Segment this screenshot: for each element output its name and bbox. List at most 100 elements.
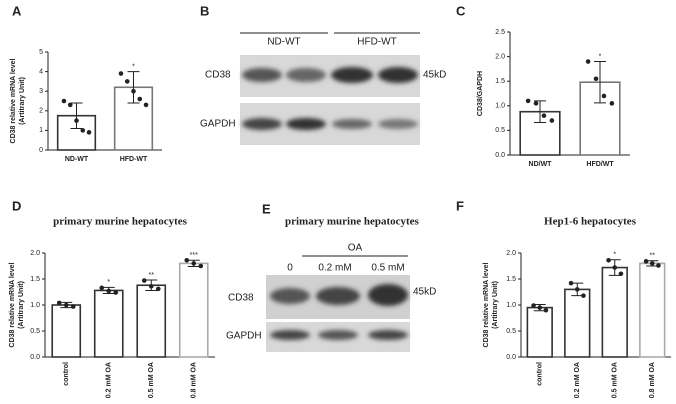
blot-title: primary murine hepatocytes	[285, 216, 420, 228]
data-point	[533, 101, 539, 106]
data-point	[198, 263, 204, 269]
data-point	[67, 102, 73, 108]
data-point	[148, 283, 154, 289]
blot-b: ND-WT HFD-WT CD38 GAPDH 45kD	[200, 32, 446, 145]
data-point	[656, 263, 661, 268]
band	[286, 68, 326, 82]
band	[378, 119, 418, 129]
data-point	[118, 71, 124, 76]
x-tick-label: 0.2 mM OA	[574, 362, 581, 398]
panel-label: E	[262, 201, 271, 216]
error-bar	[534, 100, 546, 124]
bar	[639, 262, 666, 358]
data-point	[531, 303, 536, 308]
row-label: GAPDH	[226, 331, 262, 342]
y-tick-label: 1.5	[495, 78, 505, 85]
data-point	[541, 113, 547, 118]
data-point	[606, 257, 611, 263]
error-bar	[127, 71, 140, 104]
data-point	[568, 280, 574, 286]
annotation: *	[599, 53, 602, 60]
panel-label: B	[200, 3, 209, 18]
band	[242, 118, 282, 130]
x-tick-label: HFD/WT	[586, 161, 614, 168]
y-tick-label: 0.0	[495, 152, 505, 159]
y-tick-label: 1	[39, 127, 43, 134]
y-axis-label: (Artitrary Unit)	[19, 77, 26, 125]
lane-label: 0.5 mM	[371, 263, 404, 274]
x-tick-label: 0.2 mM OA	[106, 362, 113, 398]
y-tick-label: 2.5	[495, 29, 505, 36]
band	[368, 330, 408, 340]
annotation: *	[132, 63, 135, 70]
data-point	[618, 271, 624, 277]
y-tick-label: 1.5	[506, 276, 516, 283]
data-point	[106, 288, 112, 294]
panel-label: F	[456, 198, 464, 213]
chart-title: Hep1-6 hepatocytes	[544, 216, 637, 228]
data-point	[155, 286, 161, 292]
x-tick-label: 0.5 mM OA	[148, 362, 155, 398]
band	[331, 67, 373, 83]
data-point	[113, 290, 119, 295]
data-point	[124, 79, 130, 84]
data-point	[131, 88, 136, 94]
x-tick-label: 0.5 mM OA	[612, 362, 619, 398]
x-tick-label: 0.8 mM OA	[649, 362, 656, 398]
data-point	[99, 285, 105, 291]
data-point	[581, 293, 586, 298]
y-axis-label: (Artitrary Unit)	[18, 281, 25, 329]
bar	[564, 288, 591, 358]
data-point	[86, 130, 92, 135]
x-tick-label: 0.8 mM OA	[191, 362, 198, 398]
panel-label: C	[456, 3, 466, 18]
y-tick-label: 4	[39, 68, 43, 75]
data-point	[143, 102, 149, 108]
y-axis-label: (Artitrary Unit)	[492, 281, 499, 329]
band	[270, 288, 310, 304]
y-tick-label: 0.5	[30, 328, 40, 335]
band	[378, 67, 418, 83]
size-label: 45kD	[413, 287, 436, 298]
y-tick-label: 0.0	[30, 354, 40, 361]
band	[332, 119, 372, 129]
data-point	[601, 93, 607, 99]
data-point	[649, 261, 655, 266]
data-point	[612, 265, 618, 270]
y-tick-label: 5	[39, 49, 43, 56]
bar	[526, 306, 553, 358]
data-point	[74, 118, 79, 123]
data-point	[61, 98, 67, 104]
group-label: OA	[348, 243, 363, 254]
error-bar	[594, 61, 606, 104]
y-axis-label: CD38/GAPDH	[477, 71, 484, 116]
y-tick-label: 2.0	[506, 250, 516, 257]
bar	[601, 266, 628, 358]
annotation: ***	[190, 252, 198, 259]
annotation: *	[613, 252, 616, 259]
size-label: 45kD	[423, 70, 446, 81]
data-point	[56, 300, 62, 306]
y-tick-label: 3	[39, 88, 43, 95]
blot-e: primary murine hepatocytes OA 0 0.2 mM 0…	[226, 216, 436, 352]
y-tick-label: 0.5	[506, 328, 516, 335]
bar	[51, 304, 82, 358]
row-label: CD38	[205, 70, 231, 81]
y-tick-label: 0.0	[506, 354, 516, 361]
data-point	[184, 257, 190, 263]
data-point	[643, 259, 649, 264]
annotation: **	[650, 253, 656, 260]
data-point	[191, 261, 197, 266]
data-point	[574, 287, 580, 292]
band	[286, 118, 326, 130]
bar	[136, 284, 167, 358]
data-point	[593, 76, 599, 82]
bar	[178, 262, 209, 358]
data-point	[525, 98, 531, 104]
data-point	[141, 278, 147, 283]
y-tick-label: 1.0	[506, 302, 516, 309]
band	[270, 330, 310, 340]
row-label: GAPDH	[200, 119, 236, 130]
y-tick-label: 0	[39, 147, 43, 154]
